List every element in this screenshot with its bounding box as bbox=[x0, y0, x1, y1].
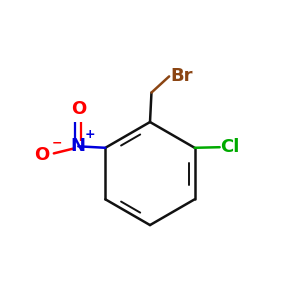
Text: O: O bbox=[71, 100, 86, 118]
Text: −: − bbox=[52, 136, 62, 149]
Text: +: + bbox=[85, 128, 95, 141]
Text: Br: Br bbox=[171, 68, 193, 85]
Text: Cl: Cl bbox=[220, 138, 240, 156]
Text: N: N bbox=[71, 137, 86, 155]
Text: O: O bbox=[34, 146, 50, 164]
